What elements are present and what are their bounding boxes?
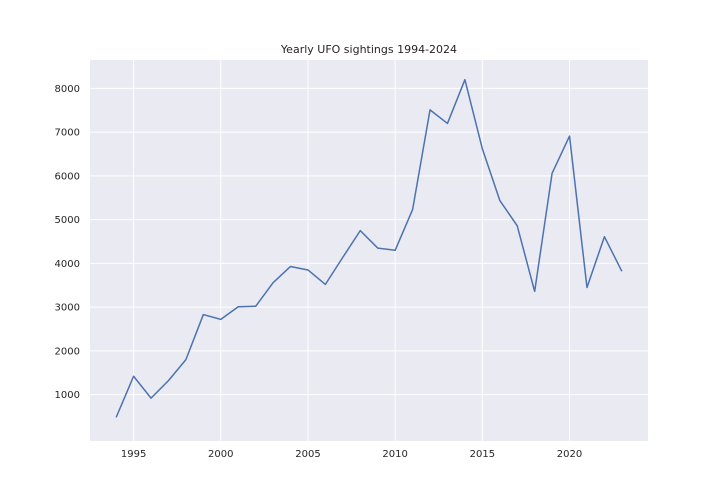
y-tick-label: 4000 [55,259,80,270]
y-tick-label: 3000 [55,303,80,314]
series-line [115,78,623,418]
grid-lines [90,60,648,441]
y-tick-label: 7000 [55,128,80,139]
x-axis-ticks: 1995 2000 2005 2010 2015 2020 [121,449,582,460]
y-tick-label: 2000 [55,346,80,357]
x-tick-label: 2020 [557,449,582,460]
x-tick-label: 2005 [295,449,320,460]
x-tick-label: 2010 [382,449,407,460]
chart-title: Yearly UFO sightings 1994-2024 [280,43,457,56]
x-tick-label: 2000 [208,449,233,460]
y-axis-ticks: 1000 2000 3000 4000 5000 6000 7000 8000 [55,84,80,401]
y-tick-label: 5000 [55,215,80,226]
y-tick-label: 1000 [55,390,80,401]
series-group [115,78,623,418]
x-tick-label: 2015 [470,449,495,460]
x-tick-label: 1995 [121,449,146,460]
plot-area-background [90,60,648,441]
y-tick-label: 6000 [55,171,80,182]
y-tick-label: 8000 [55,84,80,95]
